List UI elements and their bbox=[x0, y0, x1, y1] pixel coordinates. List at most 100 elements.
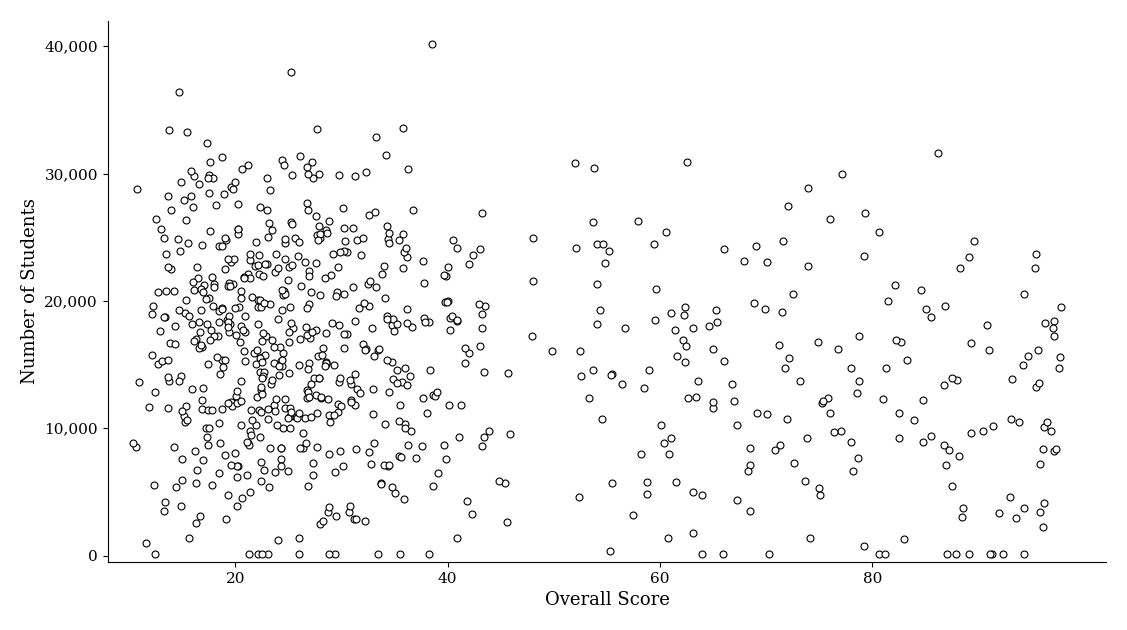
Point bbox=[943, 481, 961, 491]
Point bbox=[292, 280, 310, 290]
Point bbox=[290, 237, 308, 247]
Point bbox=[770, 340, 788, 350]
Point bbox=[140, 402, 158, 412]
Point bbox=[990, 508, 1008, 518]
Point bbox=[327, 511, 345, 521]
Point bbox=[199, 293, 218, 303]
Point bbox=[154, 507, 172, 517]
Point bbox=[282, 67, 300, 77]
Point bbox=[210, 331, 228, 341]
Point bbox=[588, 239, 606, 249]
Point bbox=[144, 301, 162, 311]
Point bbox=[600, 246, 618, 256]
Point bbox=[960, 549, 978, 559]
Point bbox=[246, 348, 264, 358]
Point bbox=[296, 321, 314, 331]
Point bbox=[325, 249, 343, 259]
Point bbox=[278, 413, 296, 423]
Point bbox=[300, 272, 318, 282]
Point bbox=[198, 173, 216, 183]
Point bbox=[358, 279, 376, 289]
Point bbox=[320, 501, 338, 512]
Point bbox=[435, 440, 453, 450]
Point bbox=[156, 233, 174, 243]
Point bbox=[124, 438, 142, 448]
Point bbox=[224, 184, 242, 194]
Point bbox=[310, 169, 328, 180]
Point bbox=[394, 229, 412, 239]
Point bbox=[340, 375, 358, 385]
Point bbox=[279, 327, 298, 337]
Point bbox=[393, 263, 411, 273]
Point bbox=[127, 184, 145, 194]
Point bbox=[476, 367, 494, 377]
Point bbox=[230, 302, 248, 312]
Point bbox=[213, 355, 231, 365]
Point bbox=[273, 454, 291, 464]
Point bbox=[159, 372, 177, 382]
Point bbox=[151, 326, 169, 336]
Point bbox=[330, 377, 348, 387]
Point bbox=[317, 224, 335, 234]
Point bbox=[943, 372, 961, 382]
Point bbox=[363, 323, 381, 333]
Point bbox=[449, 533, 467, 543]
Point bbox=[229, 224, 247, 234]
Point bbox=[814, 398, 832, 408]
Point bbox=[375, 460, 393, 470]
Point bbox=[388, 377, 406, 387]
Point bbox=[1050, 363, 1068, 373]
Point bbox=[596, 258, 614, 268]
Point bbox=[403, 205, 421, 215]
Point bbox=[380, 387, 398, 397]
Point bbox=[414, 393, 432, 403]
Point bbox=[255, 370, 273, 381]
Point bbox=[249, 319, 267, 329]
Point bbox=[283, 260, 301, 270]
Point bbox=[585, 163, 603, 173]
Point bbox=[167, 482, 185, 492]
Point bbox=[329, 407, 347, 417]
Point bbox=[1046, 445, 1064, 455]
Point bbox=[236, 272, 254, 282]
Point bbox=[329, 262, 347, 272]
Point bbox=[239, 438, 257, 448]
Point bbox=[334, 461, 352, 471]
Point bbox=[934, 440, 952, 450]
Point bbox=[219, 398, 237, 408]
Point bbox=[677, 157, 695, 167]
Point bbox=[178, 127, 196, 137]
Point bbox=[316, 273, 334, 283]
Point bbox=[855, 541, 873, 551]
Point bbox=[172, 476, 190, 486]
Point bbox=[347, 514, 365, 524]
Point bbox=[258, 205, 276, 215]
Point bbox=[420, 549, 438, 559]
Point bbox=[366, 207, 384, 217]
Point bbox=[166, 339, 184, 349]
Point bbox=[228, 461, 246, 471]
Point bbox=[269, 263, 287, 273]
Point bbox=[1014, 549, 1032, 559]
Point bbox=[252, 352, 270, 362]
Point bbox=[202, 335, 220, 345]
Point bbox=[473, 209, 491, 219]
Point bbox=[239, 268, 257, 278]
Point bbox=[460, 348, 478, 358]
Point bbox=[193, 404, 211, 414]
Point bbox=[241, 255, 259, 265]
Point bbox=[687, 392, 706, 402]
Point bbox=[317, 358, 335, 369]
Point bbox=[588, 319, 606, 329]
Point bbox=[303, 327, 321, 337]
Point bbox=[219, 316, 237, 326]
Point bbox=[659, 449, 677, 459]
Point bbox=[343, 395, 361, 405]
Point bbox=[283, 217, 301, 227]
Point bbox=[184, 277, 202, 287]
Point bbox=[375, 418, 393, 428]
Point bbox=[799, 261, 817, 272]
Point bbox=[274, 290, 292, 300]
Point bbox=[390, 452, 408, 462]
Point bbox=[285, 233, 303, 243]
